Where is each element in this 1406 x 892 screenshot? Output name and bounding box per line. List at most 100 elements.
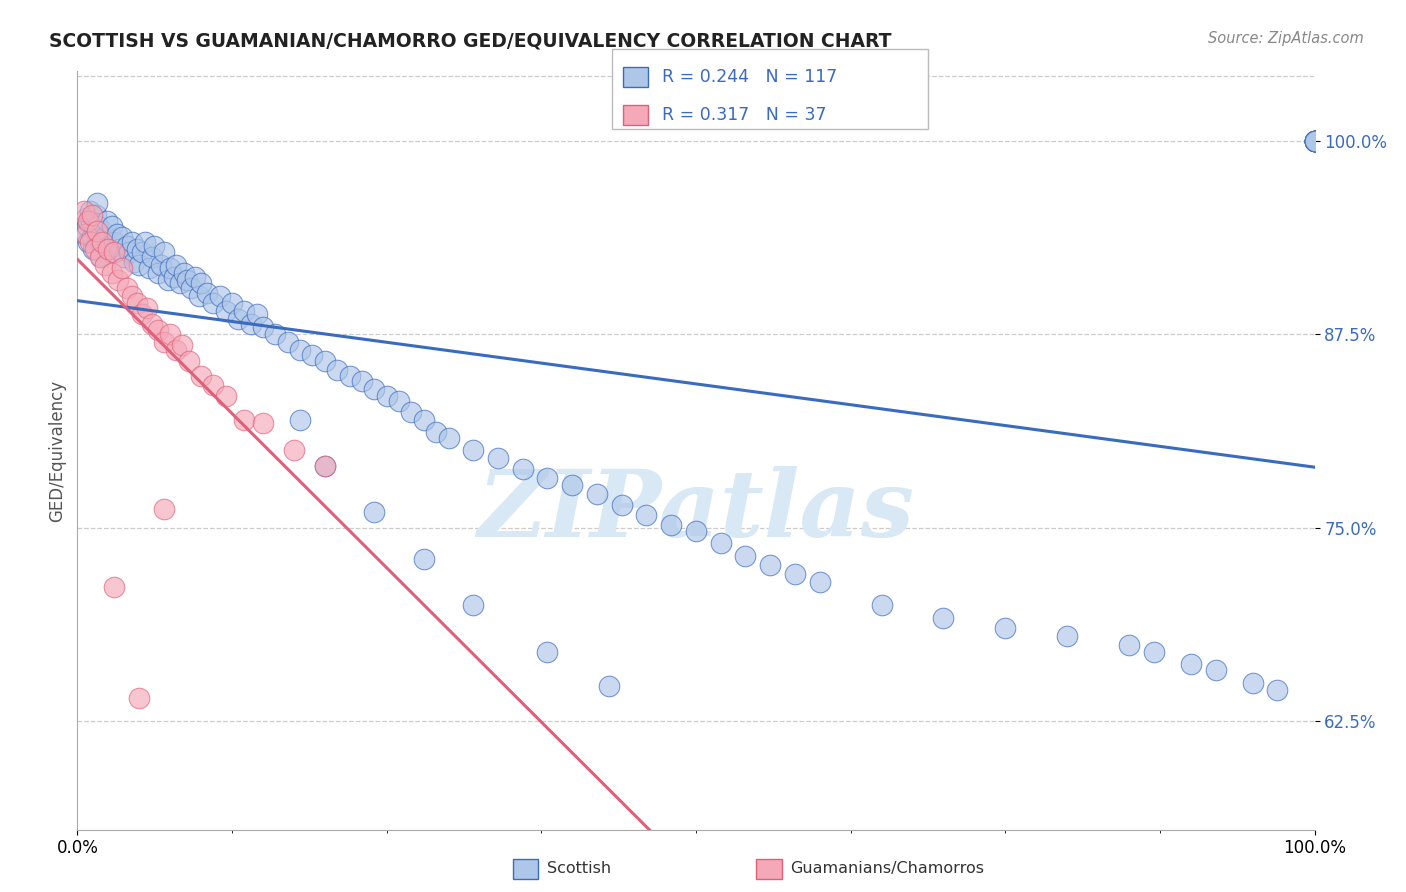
Point bbox=[486, 451, 509, 466]
Point bbox=[143, 239, 166, 253]
Point bbox=[734, 549, 756, 563]
Point bbox=[96, 214, 118, 228]
Point bbox=[103, 235, 125, 249]
Point bbox=[101, 266, 124, 280]
Point bbox=[512, 462, 534, 476]
Point bbox=[87, 219, 110, 233]
Point bbox=[77, 214, 100, 228]
Point bbox=[1303, 134, 1326, 148]
Point bbox=[314, 353, 336, 368]
Point bbox=[165, 343, 187, 357]
Point bbox=[111, 230, 134, 244]
Point bbox=[103, 580, 125, 594]
Point bbox=[1303, 134, 1326, 148]
Point bbox=[208, 289, 231, 303]
Point bbox=[93, 258, 115, 272]
Point bbox=[101, 219, 124, 233]
Point bbox=[1303, 134, 1326, 148]
Point bbox=[1303, 134, 1326, 148]
Text: SCOTTISH VS GUAMANIAN/CHAMORRO GED/EQUIVALENCY CORRELATION CHART: SCOTTISH VS GUAMANIAN/CHAMORRO GED/EQUIV… bbox=[49, 31, 891, 50]
Point bbox=[215, 389, 238, 403]
Point bbox=[93, 230, 115, 244]
Point bbox=[131, 307, 153, 321]
Point bbox=[1303, 134, 1326, 148]
Point bbox=[72, 227, 94, 241]
Point bbox=[128, 258, 150, 272]
Point bbox=[536, 645, 558, 659]
Point bbox=[252, 319, 274, 334]
Point bbox=[112, 250, 135, 264]
Point bbox=[156, 273, 179, 287]
Point bbox=[463, 443, 485, 458]
Point bbox=[153, 245, 176, 260]
Point bbox=[122, 254, 145, 268]
Point bbox=[288, 343, 311, 357]
Point bbox=[153, 502, 176, 516]
Point bbox=[1303, 134, 1326, 148]
Point bbox=[221, 296, 243, 310]
Text: R = 0.244   N = 117: R = 0.244 N = 117 bbox=[662, 68, 838, 87]
Point bbox=[141, 317, 163, 331]
Point bbox=[79, 235, 101, 249]
Point bbox=[108, 242, 131, 256]
Point bbox=[314, 458, 336, 473]
Point bbox=[159, 260, 181, 275]
Point bbox=[190, 277, 212, 291]
Point bbox=[118, 245, 141, 260]
Point bbox=[115, 239, 138, 253]
Point bbox=[146, 323, 169, 337]
Point bbox=[388, 393, 411, 408]
Point bbox=[412, 551, 434, 566]
Text: Scottish: Scottish bbox=[547, 862, 612, 876]
Point bbox=[146, 266, 169, 280]
Point bbox=[125, 296, 148, 310]
Point bbox=[173, 266, 195, 280]
Point bbox=[932, 610, 955, 624]
Point bbox=[1205, 663, 1227, 677]
Point bbox=[76, 219, 98, 233]
Point bbox=[314, 458, 336, 473]
Point bbox=[125, 242, 148, 256]
Point bbox=[169, 277, 191, 291]
Point bbox=[1303, 134, 1326, 148]
Point bbox=[1267, 683, 1289, 698]
Point bbox=[72, 203, 94, 218]
Point bbox=[288, 412, 311, 426]
Text: Guamanians/Chamorros: Guamanians/Chamorros bbox=[790, 862, 984, 876]
Point bbox=[177, 353, 200, 368]
Point bbox=[86, 224, 108, 238]
Point bbox=[536, 471, 558, 485]
Point bbox=[264, 327, 287, 342]
Point bbox=[83, 242, 105, 256]
Point bbox=[870, 598, 893, 612]
Point bbox=[135, 301, 157, 315]
Point bbox=[165, 258, 187, 272]
Point bbox=[326, 363, 349, 377]
Point bbox=[463, 598, 485, 612]
Point bbox=[610, 498, 633, 512]
Point bbox=[115, 281, 138, 295]
Point bbox=[172, 338, 194, 352]
Point bbox=[86, 195, 108, 210]
Point bbox=[84, 208, 107, 222]
Point bbox=[277, 335, 299, 350]
Point bbox=[363, 505, 385, 519]
Point bbox=[89, 235, 111, 249]
Point bbox=[180, 281, 202, 295]
Text: ZIPatlas: ZIPatlas bbox=[478, 467, 914, 556]
Point bbox=[105, 227, 128, 241]
Point bbox=[561, 477, 583, 491]
Point bbox=[184, 270, 207, 285]
Point bbox=[195, 285, 218, 300]
Point bbox=[659, 517, 682, 532]
Point bbox=[994, 621, 1017, 635]
Point bbox=[141, 250, 163, 264]
Point bbox=[239, 317, 262, 331]
Point bbox=[107, 273, 129, 287]
Point bbox=[153, 335, 176, 350]
Point bbox=[82, 208, 104, 222]
Point bbox=[710, 536, 733, 550]
Point bbox=[759, 558, 782, 572]
Point bbox=[1303, 134, 1326, 148]
Point bbox=[82, 230, 104, 244]
